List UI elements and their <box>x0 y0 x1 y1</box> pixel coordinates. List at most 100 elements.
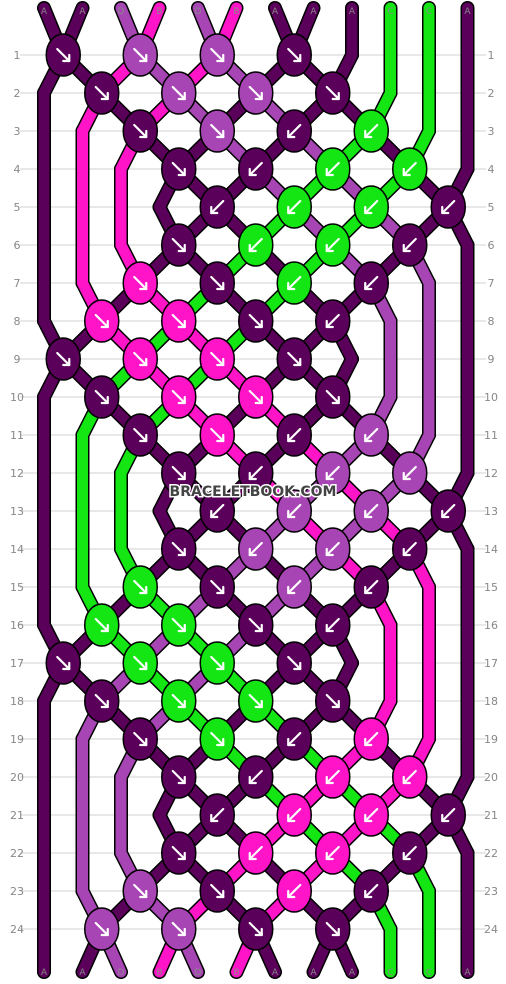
knot <box>161 527 197 571</box>
knot-arrow-icon <box>248 465 263 481</box>
knot-arrow-icon <box>94 693 109 709</box>
knot-arrow-head <box>287 205 296 215</box>
knot-arrow-head <box>62 357 71 367</box>
bottom-strand-label: C <box>426 968 432 978</box>
knot <box>199 869 235 913</box>
knot-arrow-head <box>62 53 71 63</box>
knot <box>315 299 351 343</box>
knot <box>276 793 312 837</box>
top-strand-label: B <box>233 7 239 17</box>
row-number-left: 17 <box>10 657 24 670</box>
knot-arrow-icon <box>364 427 379 443</box>
top-strand-label: B <box>156 7 162 17</box>
knot-arrow-icon <box>287 579 302 595</box>
bottom-strand-label: A <box>464 968 471 978</box>
knot-arrow-icon <box>364 275 379 291</box>
knot-arrow-icon <box>287 123 302 139</box>
knot-arrow-icon <box>94 313 109 329</box>
knot-arrow-icon <box>248 617 263 633</box>
knot-arrow-icon <box>210 275 225 291</box>
knot-arrow-icon <box>287 47 302 63</box>
bottom-strand-label: A <box>41 968 48 978</box>
knot <box>392 527 428 571</box>
knot-arrow-head <box>177 91 186 101</box>
knot-arrow-head <box>62 661 71 671</box>
knot-arrow-icon <box>94 389 109 405</box>
knot-arrow-head <box>177 243 186 253</box>
knot <box>84 375 120 419</box>
knot-arrow-icon <box>210 503 225 519</box>
knot-arrow-head <box>254 91 263 101</box>
row-number-right: 21 <box>484 809 498 822</box>
knot <box>315 71 351 115</box>
knot-arrow-icon <box>325 161 340 177</box>
labels: A A D B D B A A A C C AA A D B D B A A A C C A1 12 23 34 45 56 67 78 8… <box>10 7 498 978</box>
knot <box>276 261 312 305</box>
top-strand-label: A <box>349 7 356 17</box>
knot-arrow-head <box>287 585 296 595</box>
knot <box>238 375 274 419</box>
knot-arrow-icon <box>248 389 263 405</box>
knot <box>315 831 351 875</box>
row-number-right: 6 <box>488 239 495 252</box>
knot-arrow-head <box>287 281 296 291</box>
knot-arrow-head <box>364 585 373 595</box>
knot-arrow-head <box>364 281 373 291</box>
knot-arrow-icon <box>210 199 225 215</box>
row-number-right: 15 <box>484 581 498 594</box>
knot-arrow-head <box>331 699 340 709</box>
knot-arrow-head <box>254 395 263 405</box>
knot-arrow-head <box>216 889 225 899</box>
knot-arrow-head <box>177 775 186 785</box>
knot-arrow-head <box>248 471 257 481</box>
knot-arrow-icon <box>287 655 302 671</box>
knot <box>199 489 235 533</box>
knot <box>392 831 428 875</box>
knot <box>238 527 274 571</box>
top-strand-label: C <box>426 7 432 17</box>
knot <box>161 299 197 343</box>
knot <box>161 147 197 191</box>
row-number-left: 23 <box>10 885 24 898</box>
row-number-right: 8 <box>488 315 495 328</box>
knot-arrow-icon <box>210 807 225 823</box>
bottom-strand-label: A <box>79 968 86 978</box>
knot-arrow-head <box>177 547 186 557</box>
knot-arrow-icon <box>94 921 109 937</box>
row-number-left: 12 <box>10 467 24 480</box>
knot-arrow-head <box>248 851 257 861</box>
knot-arrow-icon <box>210 731 225 747</box>
knot-arrow-icon <box>94 617 109 633</box>
knot-arrow-head <box>402 851 411 861</box>
knot <box>430 489 466 533</box>
knot-arrow-head <box>287 433 296 443</box>
row-number-left: 5 <box>14 201 21 214</box>
knot-arrow-head <box>177 319 186 329</box>
knot-arrow-icon <box>133 123 148 139</box>
knot <box>238 451 274 495</box>
knot-arrow-head <box>248 775 257 785</box>
knot <box>353 413 389 457</box>
knot-arrow-head <box>325 623 334 633</box>
knot-arrow-head <box>100 395 109 405</box>
knot-arrow-icon <box>56 655 71 671</box>
knot-arrow-head <box>177 927 186 937</box>
knot-arrow-head <box>331 395 340 405</box>
knot-arrow-head <box>210 509 219 519</box>
knot-arrow-head <box>325 851 334 861</box>
row-number-left: 10 <box>10 391 24 404</box>
knot-arrow-icon <box>171 389 186 405</box>
knot-arrow-icon <box>325 617 340 633</box>
row-number-right: 24 <box>484 923 498 936</box>
knot-arrow-icon <box>210 655 225 671</box>
knot-arrow-head <box>216 585 225 595</box>
knot-arrow-icon <box>210 351 225 367</box>
knot-arrow-head <box>293 661 302 671</box>
knot-arrow-icon <box>325 693 340 709</box>
knot-arrow-icon <box>364 503 379 519</box>
knot-arrow-head <box>216 737 225 747</box>
row-number-right: 14 <box>484 543 498 556</box>
knot-arrow-head <box>293 357 302 367</box>
knot <box>430 185 466 229</box>
knot-arrow-icon <box>248 921 263 937</box>
